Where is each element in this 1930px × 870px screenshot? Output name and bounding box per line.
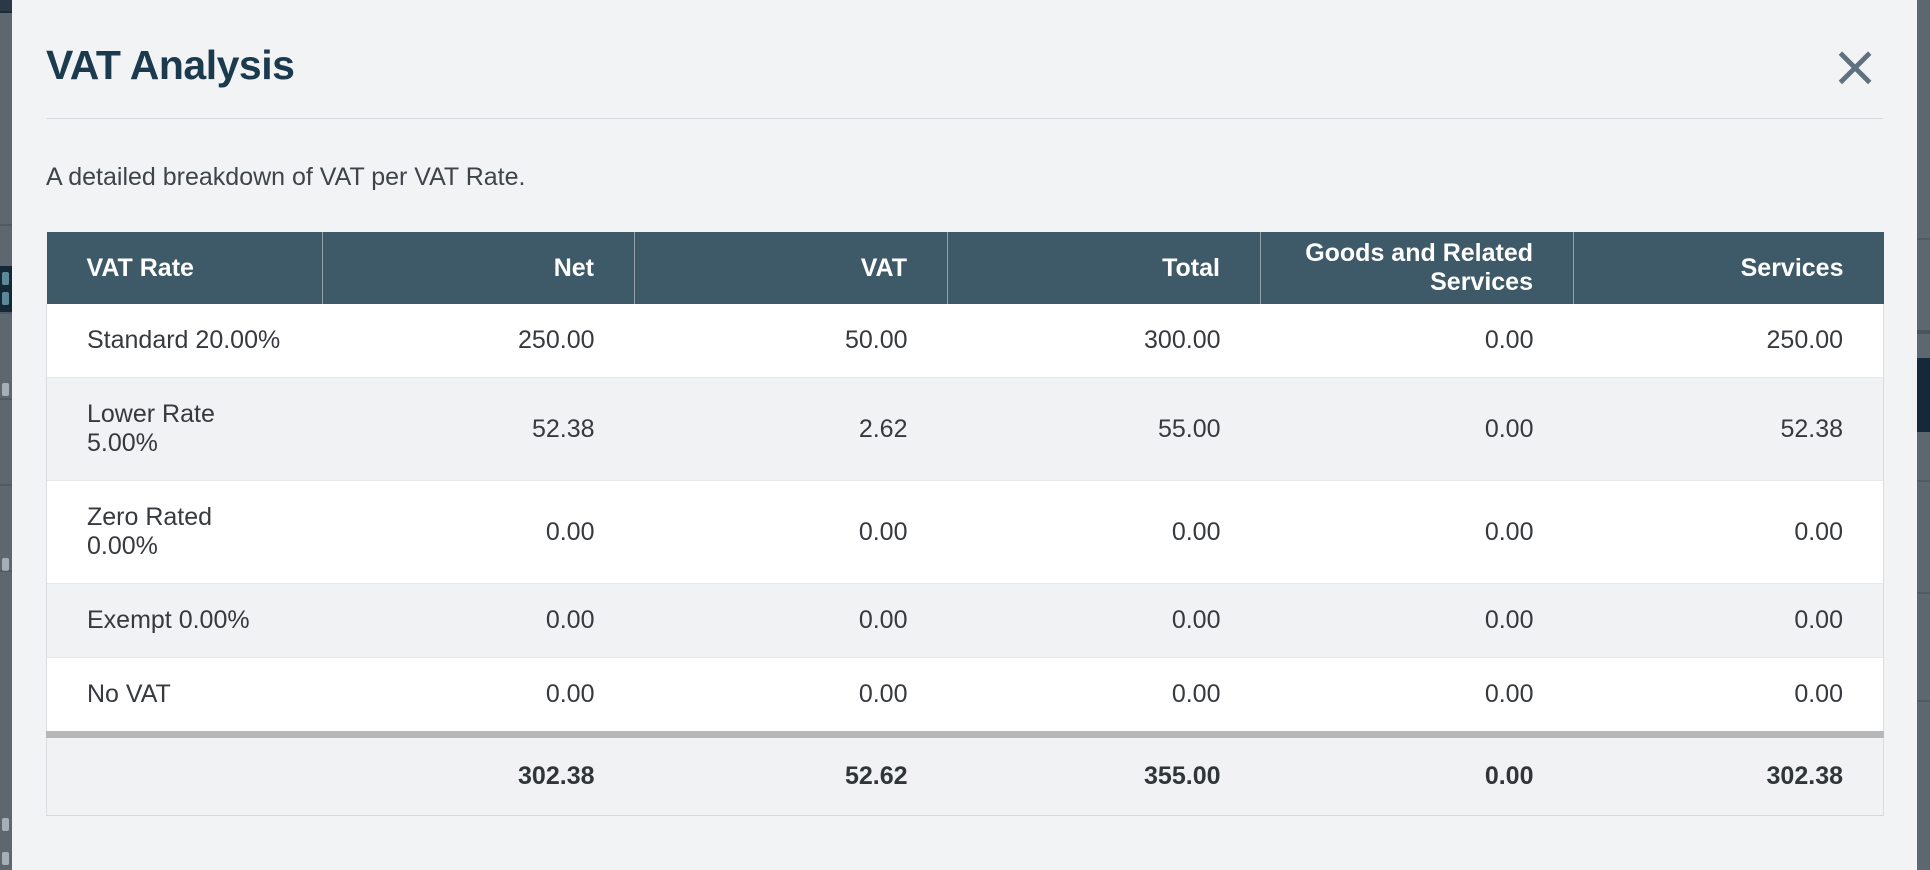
vat-rate-label: Standard 20.00% [46,304,323,378]
vat-analysis-table: VAT Rate Net VAT Total Goods and Related… [46,232,1884,816]
table-header: VAT Rate Net VAT Total Goods and Related… [46,232,1884,304]
close-icon: × [1830,32,1880,100]
background-text-fragment [2,558,9,571]
table-row-standard: Standard 20.00% 250.00 50.00 300.00 0.00… [46,304,1884,378]
background-text-fragment [2,383,9,396]
background-sidebar-edge [0,0,12,870]
table-footer: 302.38 52.62 355.00 0.00 302.38 [46,731,1884,816]
divider [0,484,12,486]
background-panel-edge [1917,0,1930,870]
table-row-zero-rated: Zero Rated 0.00% 0.00 0.00 0.00 0.00 0.0… [46,480,1884,584]
total-net: 302.38 [322,731,635,816]
cell-net: 0.00 [322,480,635,584]
cell-goods: 0.00 [1260,657,1574,735]
cell-total: 0.00 [947,480,1261,584]
cell-total: 0.00 [947,657,1261,735]
total-goods: 0.00 [1260,731,1574,816]
table-row-lower-rate: Lower Rate 5.00% 52.38 2.62 55.00 0.00 5… [46,377,1884,481]
total-vat: 52.62 [634,731,948,816]
modal-header: VAT Analysis × [46,0,1883,95]
vat-rate-label: Zero Rated 0.00% [46,480,323,584]
divider [0,312,12,314]
vat-rate-label: Lower Rate 5.00% [46,377,323,481]
background-selected-item-fragment [1917,358,1930,432]
table-row-exempt: Exempt 0.00% 0.00 0.00 0.00 0.00 0.00 [46,583,1884,658]
background-text-fragment [2,818,9,831]
cell-total: 55.00 [947,377,1261,481]
column-header-goods-and-related-services: Goods and Related Services [1260,232,1574,304]
cell-net: 0.00 [322,657,635,735]
totals-row: 302.38 52.62 355.00 0.00 302.38 [46,731,1884,816]
cell-goods: 0.00 [1260,583,1574,658]
close-button[interactable]: × [1829,37,1881,95]
cell-services: 0.00 [1573,657,1884,735]
totals-label [46,731,323,816]
table-body: Standard 20.00% 250.00 50.00 300.00 0.00… [46,304,1884,735]
vat-analysis-modal: VAT Analysis × A detailed breakdown of V… [12,0,1917,870]
cell-net: 52.38 [322,377,635,481]
cell-goods: 0.00 [1260,304,1574,378]
cell-vat: 0.00 [634,657,948,735]
modal-title: VAT Analysis [46,42,295,88]
cell-services: 0.00 [1573,583,1884,658]
background-text-fragment [2,852,9,865]
title-divider [46,118,1883,119]
divider [1917,480,1930,482]
cell-goods: 0.00 [1260,480,1574,584]
table-header-row: VAT Rate Net VAT Total Goods and Related… [46,232,1884,304]
background-text-fragment [2,272,9,285]
column-header-net: Net [322,232,635,304]
total-services: 302.38 [1573,731,1884,816]
cell-net: 250.00 [322,304,635,378]
column-header-vat-rate: VAT Rate [46,232,323,304]
column-header-total: Total [947,232,1261,304]
modal-description: A detailed breakdown of VAT per VAT Rate… [46,163,526,191]
divider [1917,592,1930,594]
divider [0,570,12,572]
divider [1917,330,1930,334]
cell-services: 0.00 [1573,480,1884,584]
column-header-vat: VAT [634,232,948,304]
cell-services: 250.00 [1573,304,1884,378]
cell-total: 0.00 [947,583,1261,658]
cell-vat: 0.00 [634,583,948,658]
cell-total: 300.00 [947,304,1261,378]
cell-vat: 2.62 [634,377,948,481]
divider [1917,700,1930,702]
divider [0,224,12,226]
cell-vat: 0.00 [634,480,948,584]
background-sidebar-header-fragment [0,0,12,13]
table-row-no-vat: No VAT 0.00 0.00 0.00 0.00 0.00 [46,657,1884,735]
cell-net: 0.00 [322,583,635,658]
background-text-fragment [2,292,9,305]
column-header-services: Services [1573,232,1884,304]
cell-vat: 50.00 [634,304,948,378]
divider [1917,238,1930,240]
divider [0,398,12,400]
vat-rate-label: Exempt 0.00% [46,583,323,658]
vat-rate-label: No VAT [46,657,323,735]
cell-goods: 0.00 [1260,377,1574,481]
total-total: 355.00 [947,731,1261,816]
cell-services: 52.38 [1573,377,1884,481]
